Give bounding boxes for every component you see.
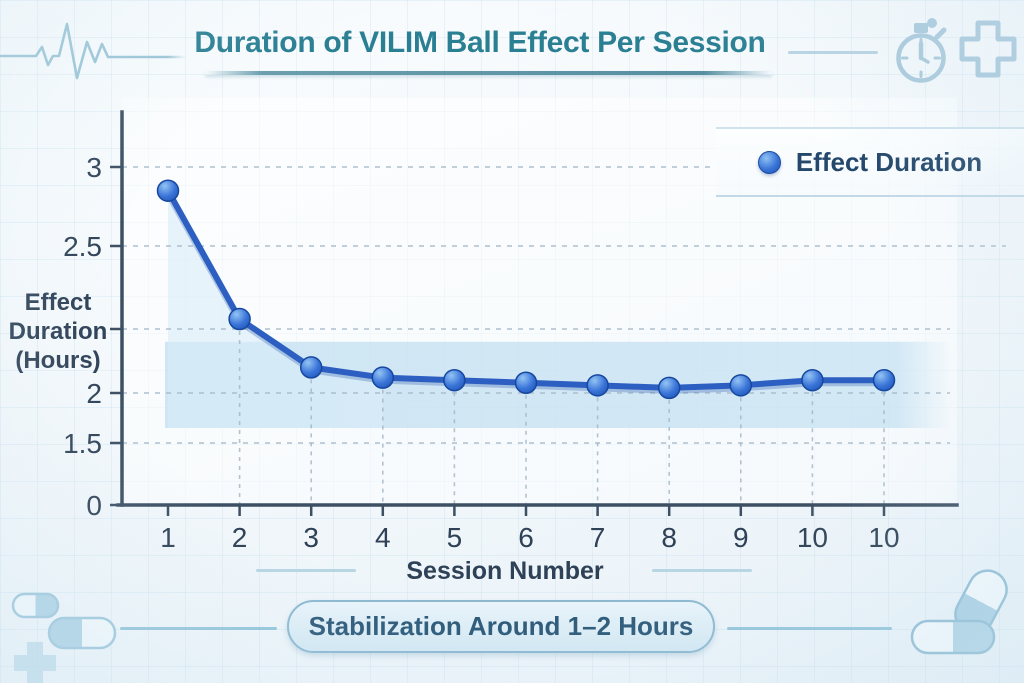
data-point-marker — [657, 376, 681, 400]
data-point-marker — [443, 368, 466, 392]
svg-text:2: 2 — [86, 378, 102, 409]
stabilization-banner: Stabilization Around 1–2 Hours — [287, 600, 715, 653]
svg-text:10: 10 — [797, 522, 828, 553]
title-decorative-line — [788, 51, 878, 54]
svg-text:3: 3 — [303, 522, 319, 553]
data-point-marker — [872, 368, 896, 392]
data-point-marker — [729, 374, 753, 397]
legend-marker-dot — [757, 150, 781, 174]
data-point-marker — [299, 356, 323, 379]
capsule-pills-icon — [910, 569, 1008, 655]
stopwatch-icon — [896, 18, 947, 83]
title-underline — [205, 71, 772, 75]
x-tick-labels: 1 2 3 4 5 6 7 8 9 10 10 — [160, 522, 899, 553]
data-point-marker — [371, 366, 395, 389]
data-point-marker — [586, 374, 609, 397]
gridlines-vertical — [238, 331, 885, 505]
x-axis-decorative-line — [652, 569, 752, 572]
svg-text:2: 2 — [232, 522, 248, 553]
gridlines-horizontal — [122, 166, 1006, 444]
svg-text:10: 10 — [868, 522, 899, 553]
y-axis-title: Effect Duration (Hours) — [8, 289, 108, 374]
x-axis-title: Session Number — [406, 556, 604, 585]
tick-marks — [110, 165, 886, 516]
svg-text:0: 0 — [86, 490, 102, 521]
svg-text:4: 4 — [375, 522, 391, 553]
medical-plus-icon — [14, 642, 56, 683]
data-point-markers — [156, 179, 896, 400]
capsule-pills-icon — [11, 592, 117, 683]
svg-text:9: 9 — [733, 522, 749, 553]
area-fill — [168, 190, 383, 428]
svg-text:5: 5 — [447, 522, 463, 553]
medical-cross-icon — [959, 20, 1017, 78]
ekg-waveform-icon — [0, 22, 188, 80]
axes — [116, 110, 959, 507]
chart-legend: Effect Duration — [716, 127, 1024, 197]
data-point-marker — [801, 368, 824, 392]
svg-text:6: 6 — [518, 522, 534, 553]
data-point-marker — [156, 179, 180, 202]
svg-text:2.5: 2.5 — [63, 231, 102, 262]
page-title: Duration of VILIM Ball Effect Per Sessio… — [194, 26, 766, 59]
x-axis-decorative-line — [256, 569, 356, 572]
legend-label: Effect Duration — [795, 146, 983, 177]
y-tick-labels: 3 2.5 2 1.5 0 — [63, 152, 102, 521]
svg-text:3: 3 — [86, 152, 102, 183]
svg-text:1.5: 1.5 — [63, 428, 102, 459]
banner-decorative-line — [727, 627, 892, 630]
data-point-marker — [228, 307, 251, 331]
svg-text:1: 1 — [160, 522, 176, 553]
banner-decorative-line — [120, 627, 277, 630]
svg-text:8: 8 — [661, 522, 677, 553]
svg-text:7: 7 — [590, 522, 606, 553]
data-point-marker — [514, 371, 538, 395]
